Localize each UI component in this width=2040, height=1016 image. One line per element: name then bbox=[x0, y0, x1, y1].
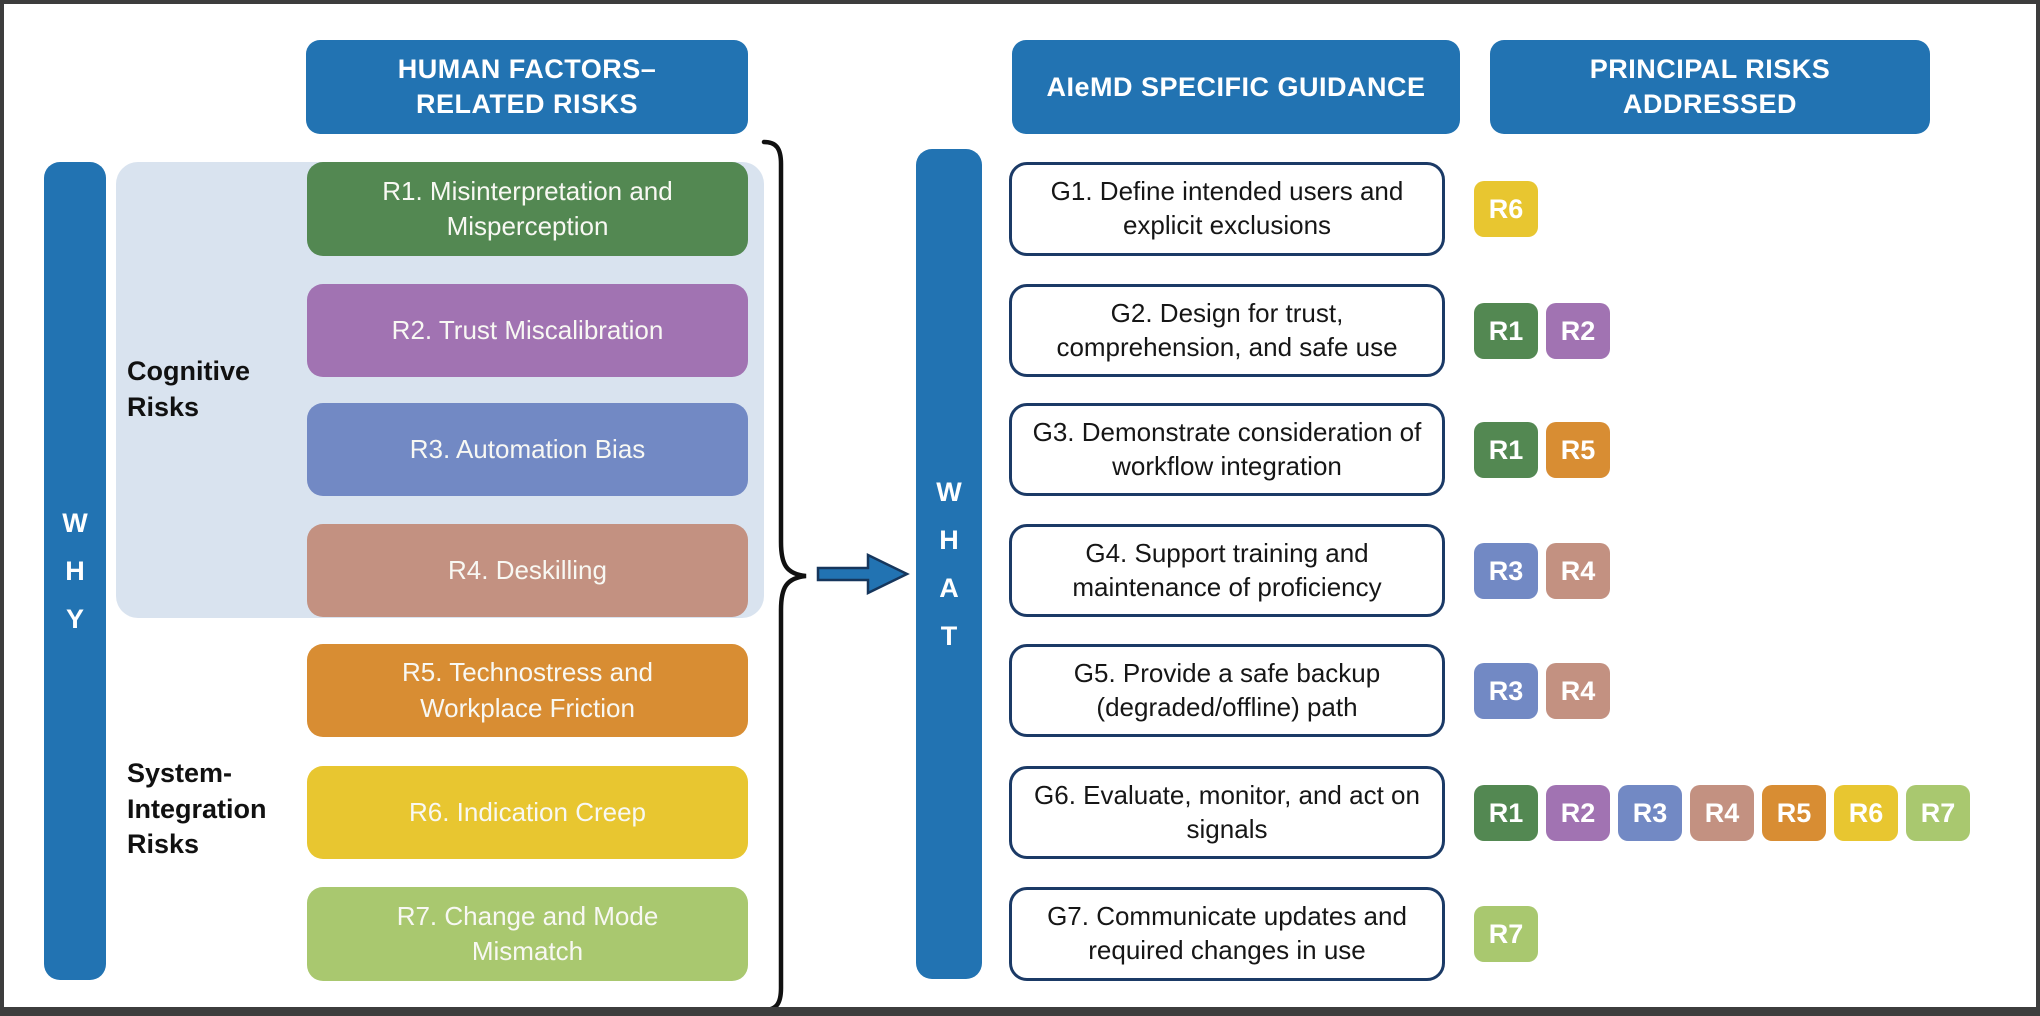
risk-chip-r6: R6 bbox=[1474, 181, 1538, 237]
why-bar: W H Y bbox=[44, 162, 106, 980]
risk-box-r1: R1. Misinterpretation and Misperception bbox=[307, 162, 748, 256]
risk-box-r5: R5. Technostress and Workplace Friction bbox=[307, 644, 748, 737]
risk-box-r3: R3. Automation Bias bbox=[307, 403, 748, 496]
risk-box-label: R4. Deskilling bbox=[448, 554, 607, 585]
chip-row-g7: R7 bbox=[1474, 906, 1538, 962]
risk-chip-r7: R7 bbox=[1906, 785, 1970, 841]
what-bar-text: W H A T bbox=[936, 477, 962, 651]
risk-box-label: R2. Trust Miscalibration bbox=[391, 314, 664, 345]
risk-chip-r3: R3 bbox=[1618, 785, 1682, 841]
risk-chip-r7: R7 bbox=[1474, 906, 1538, 962]
risk-box-r7: R7. Change and Mode Mismatch bbox=[307, 887, 748, 981]
risk-box-label: R1. Misinterpretation and Misperception bbox=[382, 175, 673, 241]
header-label: PRINCIPAL RISKS ADDRESSED bbox=[1589, 54, 1831, 119]
guidance-box-g4: G4. Support training and maintenance of … bbox=[1009, 524, 1445, 617]
risk-chip-r4: R4 bbox=[1690, 785, 1754, 841]
risk-box-r4: R4. Deskilling bbox=[307, 524, 748, 617]
guidance-box-label: G7. Communicate updates and required cha… bbox=[1047, 901, 1407, 965]
guidance-box-label: G2. Design for trust, comprehension, and… bbox=[1056, 297, 1398, 362]
risk-chip-r2: R2 bbox=[1546, 303, 1610, 359]
risk-chip-r1: R1 bbox=[1474, 303, 1538, 359]
risk-chip-r3: R3 bbox=[1474, 543, 1538, 599]
risk-box-r2: R2. Trust Miscalibration bbox=[307, 284, 748, 377]
arrow-right-icon bbox=[816, 553, 910, 595]
risk-chip-r2: R2 bbox=[1546, 785, 1610, 841]
risk-box-label: R3. Automation Bias bbox=[409, 433, 646, 464]
guidance-box-g7: G7. Communicate updates and required cha… bbox=[1009, 887, 1445, 981]
guidance-box-label: G4. Support training and maintenance of … bbox=[1072, 537, 1382, 602]
risk-chip-r6: R6 bbox=[1834, 785, 1898, 841]
risk-chip-r4: R4 bbox=[1546, 543, 1610, 599]
chip-row-g3: R1 R5 bbox=[1474, 422, 1610, 478]
what-bar: W H A T bbox=[916, 149, 982, 979]
risk-chip-r3: R3 bbox=[1474, 663, 1538, 719]
guidance-box-label: G1. Define intended users and explicit e… bbox=[1050, 176, 1404, 240]
group-label-system-integration: System- Integration Risks bbox=[127, 758, 267, 860]
guidance-box-label: G5. Provide a safe backup (degraded/offl… bbox=[1073, 657, 1381, 722]
guidance-box-g3: G3. Demonstrate consideration of workflo… bbox=[1009, 403, 1445, 496]
chip-row-g2: R1 R2 bbox=[1474, 303, 1610, 359]
chip-row-g4: R3 R4 bbox=[1474, 543, 1610, 599]
guidance-box-g6: G6. Evaluate, monitor, and act on signal… bbox=[1009, 766, 1445, 859]
guidance-box-g1: G1. Define intended users and explicit e… bbox=[1009, 162, 1445, 256]
header-principal-risks: PRINCIPAL RISKS ADDRESSED bbox=[1490, 40, 1930, 134]
chip-row-g6: R1 R2 R3 R4 R5 R6 R7 bbox=[1474, 785, 1970, 841]
guidance-box-label: G3. Demonstrate consideration of workflo… bbox=[1032, 416, 1422, 481]
chip-row-g1: R6 bbox=[1474, 181, 1538, 237]
guidance-box-label: G6. Evaluate, monitor, and act on signal… bbox=[1034, 779, 1420, 844]
risk-chip-r5: R5 bbox=[1546, 422, 1610, 478]
why-bar-text: W H Y bbox=[62, 508, 88, 634]
risk-box-label: R6. Indication Creep bbox=[408, 796, 647, 827]
chip-row-g5: R3 R4 bbox=[1474, 663, 1610, 719]
header-human-factors-risks: HUMAN FACTORS–RELATED RISKS bbox=[306, 40, 748, 134]
risk-box-label: R7. Change and Mode Mismatch bbox=[396, 900, 659, 966]
guidance-box-g2: G2. Design for trust, comprehension, and… bbox=[1009, 284, 1445, 377]
risk-chip-r1: R1 bbox=[1474, 422, 1538, 478]
group-label-cognitive: Cognitive Risks bbox=[127, 356, 251, 422]
risk-chip-r1: R1 bbox=[1474, 785, 1538, 841]
risk-chip-r4: R4 bbox=[1546, 663, 1610, 719]
risk-box-label: R5. Technostress and Workplace Friction bbox=[402, 657, 653, 723]
header-label: AIeMD SPECIFIC GUIDANCE bbox=[1046, 71, 1426, 102]
header-label: HUMAN FACTORS–RELATED RISKS bbox=[397, 54, 657, 119]
risk-chip-r5: R5 bbox=[1762, 785, 1826, 841]
header-aiemd-guidance: AIeMD SPECIFIC GUIDANCE bbox=[1012, 40, 1460, 134]
guidance-box-g5: G5. Provide a safe backup (degraded/offl… bbox=[1009, 644, 1445, 737]
risk-box-r6: R6. Indication Creep bbox=[307, 766, 748, 859]
curly-brace-icon bbox=[761, 139, 807, 1007]
